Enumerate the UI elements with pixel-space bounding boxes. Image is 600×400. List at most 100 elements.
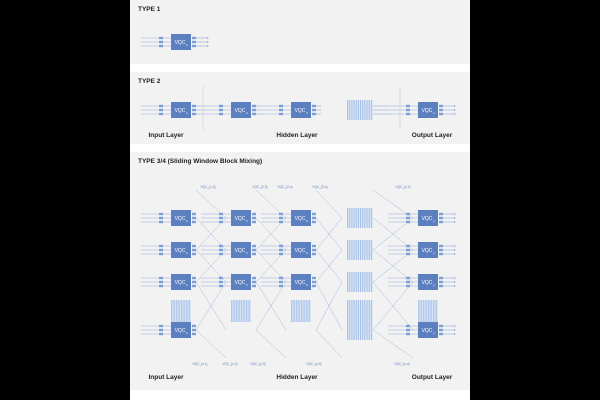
mixing-stripe xyxy=(244,300,246,322)
mix-bottom-label: VQC_{n,1} xyxy=(192,362,207,366)
arrow-head xyxy=(207,37,209,39)
output-port xyxy=(192,40,196,44)
mixing-stripe xyxy=(360,300,362,322)
mixing-stripe xyxy=(174,300,176,322)
vqc-block xyxy=(231,102,251,118)
vqc-block xyxy=(171,322,191,338)
mixing-block xyxy=(347,240,373,260)
output-port xyxy=(252,112,256,116)
mix-line xyxy=(195,329,227,359)
mixing-stripe xyxy=(366,272,368,292)
mixing-stripe xyxy=(353,320,355,340)
mix-line xyxy=(255,217,287,251)
arrow-head xyxy=(454,285,456,287)
output-port xyxy=(312,252,316,256)
output-port xyxy=(439,216,443,220)
mix-line xyxy=(195,281,227,331)
output-port xyxy=(192,324,196,328)
vqc-subscript: 2 xyxy=(246,251,248,255)
panel-title: TYPE 2 xyxy=(138,78,161,85)
mixing-stripe xyxy=(362,240,364,260)
output-port xyxy=(192,112,196,116)
mixing-stripe xyxy=(368,272,370,292)
arrow-head xyxy=(454,277,456,279)
output-port xyxy=(192,328,196,332)
mixing-stripe xyxy=(232,300,234,322)
output-port xyxy=(312,276,316,280)
panel-title: TYPE 1 xyxy=(138,6,161,13)
mix-top-label: VQC_{n,1} xyxy=(395,185,410,189)
mixing-stripe xyxy=(360,240,362,260)
input-port xyxy=(279,244,283,248)
mix-line xyxy=(255,189,287,219)
arrow-head xyxy=(454,253,456,255)
mixing-stripe xyxy=(364,240,366,260)
output-port xyxy=(192,276,196,280)
output-port xyxy=(312,212,316,216)
input-port xyxy=(279,212,283,216)
output-port xyxy=(312,248,316,252)
mixing-stripe xyxy=(423,300,424,322)
vqc-label: VQC xyxy=(235,108,246,114)
input-port xyxy=(159,324,163,328)
mixing-stripe xyxy=(347,240,349,260)
mix-top-label: VQC_{1,2} xyxy=(200,185,215,189)
vqc-block xyxy=(231,242,251,258)
vqc-label: VQC xyxy=(175,108,186,114)
input-port xyxy=(159,44,163,48)
mixing-stripe xyxy=(368,100,370,120)
vqc-module: VQC n xyxy=(388,102,456,118)
mixing-stripe xyxy=(184,300,186,322)
arrow-head xyxy=(454,333,456,335)
mixing-stripe xyxy=(366,300,368,322)
input-port xyxy=(279,108,283,112)
output-port xyxy=(192,332,196,336)
output-port xyxy=(252,212,256,216)
vqc-module: VQC 3 xyxy=(261,274,316,290)
input-port xyxy=(159,280,163,284)
mixing-stripe xyxy=(351,100,353,120)
input-port xyxy=(406,104,410,108)
mixing-stripe xyxy=(353,300,355,322)
mixing-stripe xyxy=(362,320,364,340)
output-port xyxy=(439,220,443,224)
output-port xyxy=(439,108,443,112)
output-port xyxy=(439,104,443,108)
mix-line xyxy=(195,189,227,219)
mixing-stripe xyxy=(357,240,359,260)
mixing-stripe xyxy=(366,240,368,260)
vqc-subscript: 2 xyxy=(246,111,248,115)
arrow-head xyxy=(454,213,456,215)
mixing-stripe xyxy=(353,208,355,228)
output-port xyxy=(252,276,256,280)
vqc-subscript: 3 xyxy=(306,251,308,255)
output-port xyxy=(439,280,443,284)
vqc-label: VQC xyxy=(175,328,186,334)
mixing-stripe xyxy=(364,100,366,120)
mixing-stripe xyxy=(186,300,187,322)
vqc-module: VQC 1 xyxy=(141,102,196,118)
input-port xyxy=(219,108,223,112)
vqc-subscript: 1 xyxy=(186,251,188,255)
vqc-subscript: n xyxy=(433,251,435,255)
mixing-stripe xyxy=(362,300,364,322)
mixing-stripe xyxy=(301,300,302,322)
vqc-block xyxy=(171,274,191,290)
output-port xyxy=(439,324,443,328)
input-port xyxy=(219,220,223,224)
mixing-stripe xyxy=(370,240,372,260)
mix-line xyxy=(372,329,414,359)
mix-line xyxy=(372,249,414,283)
vqc-subscript: 1 xyxy=(186,111,188,115)
output-port xyxy=(192,108,196,112)
output-port xyxy=(192,216,196,220)
mixing-stripe xyxy=(368,320,370,340)
vqc-subscript: n xyxy=(433,331,435,335)
mixing-stripe xyxy=(349,272,351,292)
output-port xyxy=(192,244,196,248)
vqc-block xyxy=(418,102,438,118)
mixing-stripe xyxy=(347,100,349,120)
input-port xyxy=(219,248,223,252)
vqc-block xyxy=(171,34,191,50)
output-port xyxy=(252,280,256,284)
